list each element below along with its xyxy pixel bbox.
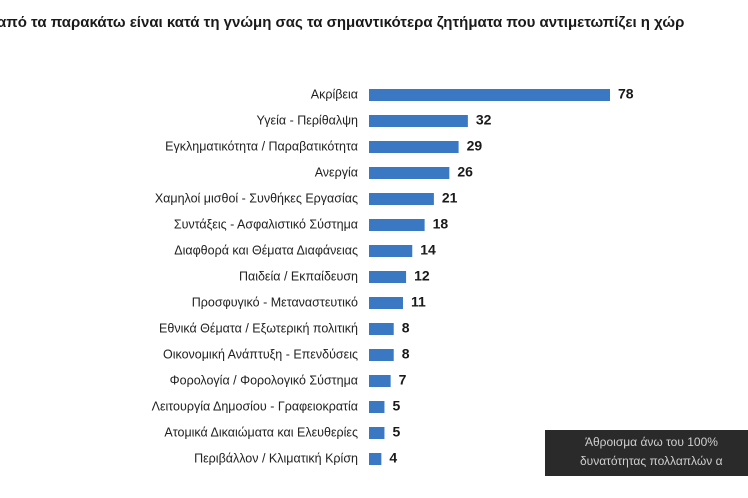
category-label: Εγκληματικότητα / Παραβατικότητα	[165, 139, 358, 153]
bar	[369, 297, 403, 309]
category-label: Οικονομική Ανάπτυξη - Επενδύσεις	[163, 347, 358, 361]
bar	[369, 401, 385, 413]
bar	[369, 245, 413, 257]
value-label: 7	[399, 372, 407, 388]
bar	[369, 219, 425, 231]
value-label: 5	[392, 398, 400, 414]
category-label: Λειτουργία Δημοσίου - Γραφειοκρατία	[152, 399, 358, 413]
bar	[369, 427, 385, 439]
bar	[369, 89, 610, 101]
value-label: 11	[411, 294, 426, 310]
value-label: 8	[402, 346, 410, 362]
bar	[369, 167, 450, 179]
category-label: Ανεργία	[315, 165, 358, 179]
note-text: δυνατότητας πολλαπλών α	[580, 454, 723, 468]
value-label: 5	[392, 424, 400, 440]
value-label: 8	[402, 320, 410, 336]
value-label: 18	[433, 216, 449, 232]
category-label: Υγεία - Περίθαλψη	[257, 113, 359, 127]
bar	[369, 271, 407, 283]
category-label: Συντάξεις - Ασφαλιστικό Σύστημα	[174, 217, 358, 231]
chart-title: από τα παρακάτω είναι κατά τη γνώμη σας …	[0, 14, 684, 31]
category-label: Ατομικά Δικαιώματα και Ελευθερίες	[164, 425, 358, 439]
value-label: 14	[420, 242, 436, 258]
bar	[369, 453, 382, 465]
category-label: Περιβάλλον / Κλιματική Κρίση	[194, 451, 358, 465]
bar	[369, 141, 459, 153]
note-box	[545, 430, 748, 476]
value-label: 78	[618, 86, 634, 102]
value-label: 12	[414, 268, 430, 284]
value-label: 32	[476, 112, 492, 128]
value-label: 4	[389, 450, 397, 466]
category-label: Εθνικά Θέματα / Εξωτερική πολιτική	[159, 321, 358, 335]
category-label: Ακρίβεια	[311, 87, 358, 101]
category-label: Παιδεία / Εκπαίδευση	[239, 269, 358, 283]
category-label: Φορολογία / Φορολογικό Σύστημα	[170, 373, 358, 387]
category-label: Προσφυγικό - Μεταναστευτικό	[192, 295, 358, 309]
bar	[369, 375, 391, 387]
value-label: 26	[457, 164, 473, 180]
note-text: Άθροισμα άνω του 100%	[585, 435, 718, 449]
bar	[369, 349, 394, 361]
value-label: 21	[442, 190, 458, 206]
bar	[369, 193, 434, 205]
bar	[369, 115, 468, 127]
value-label: 29	[467, 138, 483, 154]
category-label: Χαμηλοί μισθοί - Συνθήκες Εργασίας	[155, 191, 358, 205]
bar	[369, 323, 394, 335]
category-label: Διαφθορά και Θέματα Διαφάνειας	[174, 243, 358, 257]
